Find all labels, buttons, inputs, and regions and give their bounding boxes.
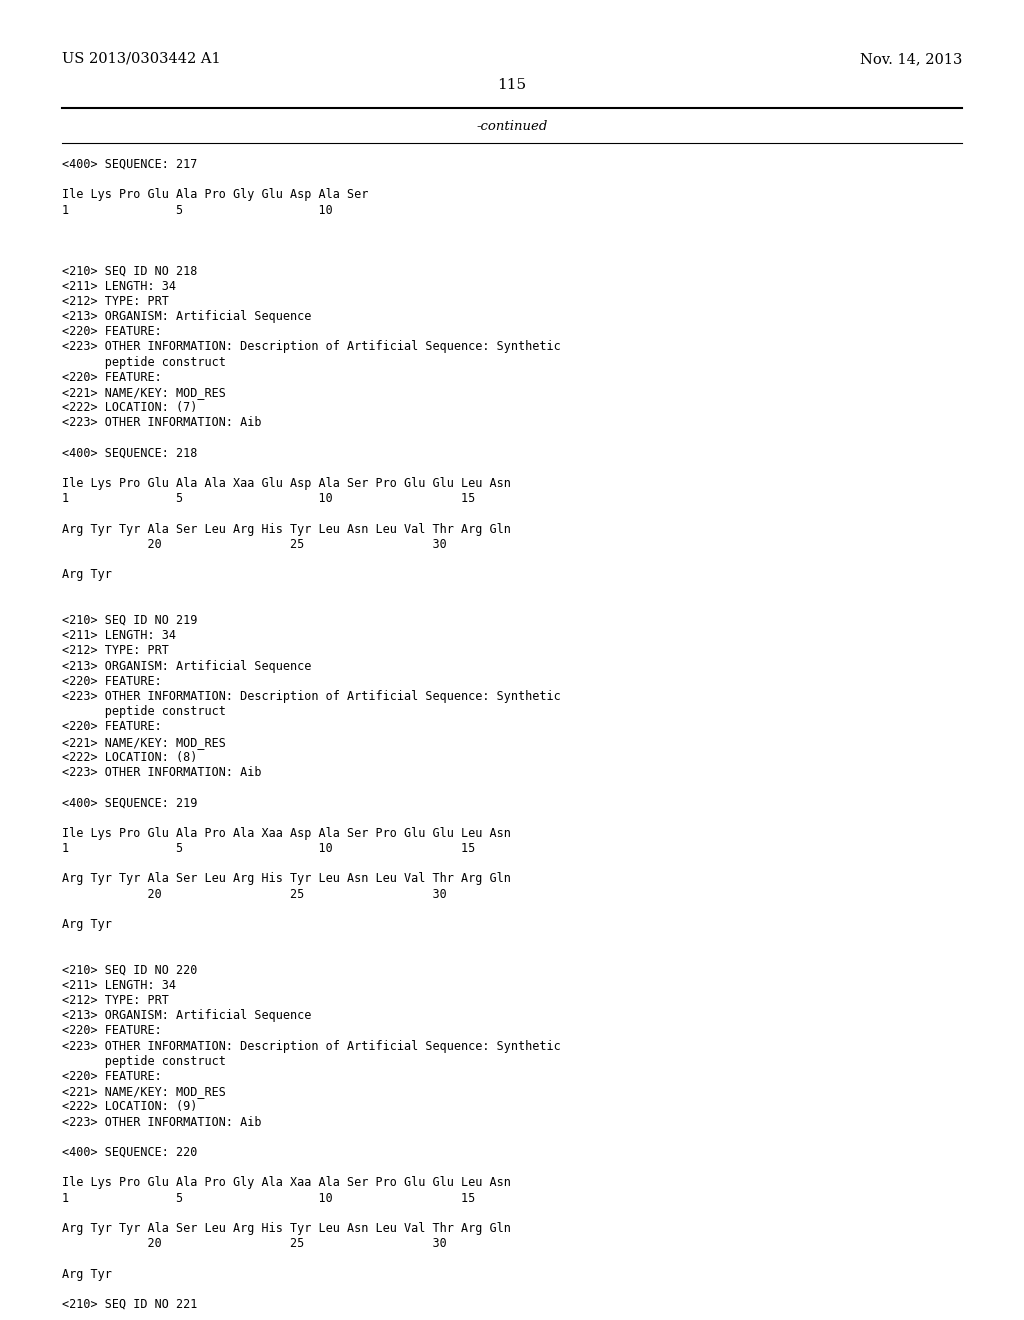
Text: 1               5                   10                  15: 1 5 10 15 — [62, 1192, 475, 1205]
Text: <400> SEQUENCE: 218: <400> SEQUENCE: 218 — [62, 446, 198, 459]
Text: -continued: -continued — [476, 120, 548, 133]
Text: <212> TYPE: PRT: <212> TYPE: PRT — [62, 994, 169, 1007]
Text: <222> LOCATION: (7): <222> LOCATION: (7) — [62, 401, 198, 414]
Text: <210> SEQ ID NO 220: <210> SEQ ID NO 220 — [62, 964, 198, 977]
Text: <222> LOCATION: (8): <222> LOCATION: (8) — [62, 751, 198, 764]
Text: <400> SEQUENCE: 220: <400> SEQUENCE: 220 — [62, 1146, 198, 1159]
Text: Arg Tyr: Arg Tyr — [62, 569, 112, 581]
Text: 115: 115 — [498, 78, 526, 92]
Text: <213> ORGANISM: Artificial Sequence: <213> ORGANISM: Artificial Sequence — [62, 660, 311, 673]
Text: Nov. 14, 2013: Nov. 14, 2013 — [859, 51, 962, 66]
Text: 20                  25                  30: 20 25 30 — [62, 887, 446, 900]
Text: 1               5                   10                  15: 1 5 10 15 — [62, 492, 475, 506]
Text: <400> SEQUENCE: 217: <400> SEQUENCE: 217 — [62, 158, 198, 172]
Text: Ile Lys Pro Glu Ala Ala Xaa Glu Asp Ala Ser Pro Glu Glu Leu Asn: Ile Lys Pro Glu Ala Ala Xaa Glu Asp Ala … — [62, 478, 511, 490]
Text: peptide construct: peptide construct — [62, 355, 226, 368]
Text: <220> FEATURE:: <220> FEATURE: — [62, 1071, 162, 1082]
Text: <211> LENGTH: 34: <211> LENGTH: 34 — [62, 630, 176, 643]
Text: <223> OTHER INFORMATION: Aib: <223> OTHER INFORMATION: Aib — [62, 766, 261, 779]
Text: <220> FEATURE:: <220> FEATURE: — [62, 371, 162, 384]
Text: Arg Tyr: Arg Tyr — [62, 917, 112, 931]
Text: 20                  25                  30: 20 25 30 — [62, 539, 446, 550]
Text: <212> TYPE: PRT: <212> TYPE: PRT — [62, 294, 169, 308]
Text: <223> OTHER INFORMATION: Description of Artificial Sequence: Synthetic: <223> OTHER INFORMATION: Description of … — [62, 1040, 561, 1052]
Text: <220> FEATURE:: <220> FEATURE: — [62, 1024, 162, 1038]
Text: <210> SEQ ID NO 219: <210> SEQ ID NO 219 — [62, 614, 198, 627]
Text: peptide construct: peptide construct — [62, 705, 226, 718]
Text: Ile Lys Pro Glu Ala Pro Gly Glu Asp Ala Ser: Ile Lys Pro Glu Ala Pro Gly Glu Asp Ala … — [62, 189, 369, 202]
Text: <220> FEATURE:: <220> FEATURE: — [62, 325, 162, 338]
Text: <210> SEQ ID NO 218: <210> SEQ ID NO 218 — [62, 264, 198, 277]
Text: 20                  25                  30: 20 25 30 — [62, 1237, 446, 1250]
Text: <211> LENGTH: 34: <211> LENGTH: 34 — [62, 979, 176, 991]
Text: Ile Lys Pro Glu Ala Pro Gly Ala Xaa Ala Ser Pro Glu Glu Leu Asn: Ile Lys Pro Glu Ala Pro Gly Ala Xaa Ala … — [62, 1176, 511, 1189]
Text: <400> SEQUENCE: 219: <400> SEQUENCE: 219 — [62, 796, 198, 809]
Text: <221> NAME/KEY: MOD_RES: <221> NAME/KEY: MOD_RES — [62, 385, 226, 399]
Text: 1               5                   10: 1 5 10 — [62, 203, 333, 216]
Text: Arg Tyr: Arg Tyr — [62, 1267, 112, 1280]
Text: <223> OTHER INFORMATION: Aib: <223> OTHER INFORMATION: Aib — [62, 416, 261, 429]
Text: <221> NAME/KEY: MOD_RES: <221> NAME/KEY: MOD_RES — [62, 1085, 226, 1098]
Text: <220> FEATURE:: <220> FEATURE: — [62, 675, 162, 688]
Text: <210> SEQ ID NO 221: <210> SEQ ID NO 221 — [62, 1298, 198, 1311]
Text: Arg Tyr Tyr Ala Ser Leu Arg His Tyr Leu Asn Leu Val Thr Arg Gln: Arg Tyr Tyr Ala Ser Leu Arg His Tyr Leu … — [62, 873, 511, 886]
Text: 1               5                   10                  15: 1 5 10 15 — [62, 842, 475, 855]
Text: <211> LENGTH: 34: <211> LENGTH: 34 — [62, 280, 176, 293]
Text: <221> NAME/KEY: MOD_RES: <221> NAME/KEY: MOD_RES — [62, 735, 226, 748]
Text: Ile Lys Pro Glu Ala Pro Ala Xaa Asp Ala Ser Pro Glu Glu Leu Asn: Ile Lys Pro Glu Ala Pro Ala Xaa Asp Ala … — [62, 826, 511, 840]
Text: <222> LOCATION: (9): <222> LOCATION: (9) — [62, 1101, 198, 1113]
Text: <213> ORGANISM: Artificial Sequence: <213> ORGANISM: Artificial Sequence — [62, 310, 311, 323]
Text: <212> TYPE: PRT: <212> TYPE: PRT — [62, 644, 169, 657]
Text: <223> OTHER INFORMATION: Description of Artificial Sequence: Synthetic: <223> OTHER INFORMATION: Description of … — [62, 341, 561, 354]
Text: peptide construct: peptide construct — [62, 1055, 226, 1068]
Text: Arg Tyr Tyr Ala Ser Leu Arg His Tyr Leu Asn Leu Val Thr Arg Gln: Arg Tyr Tyr Ala Ser Leu Arg His Tyr Leu … — [62, 523, 511, 536]
Text: <213> ORGANISM: Artificial Sequence: <213> ORGANISM: Artificial Sequence — [62, 1010, 311, 1022]
Text: US 2013/0303442 A1: US 2013/0303442 A1 — [62, 51, 220, 66]
Text: <223> OTHER INFORMATION: Description of Artificial Sequence: Synthetic: <223> OTHER INFORMATION: Description of … — [62, 690, 561, 704]
Text: <223> OTHER INFORMATION: Aib: <223> OTHER INFORMATION: Aib — [62, 1115, 261, 1129]
Text: <220> FEATURE:: <220> FEATURE: — [62, 721, 162, 734]
Text: Arg Tyr Tyr Ala Ser Leu Arg His Tyr Leu Asn Leu Val Thr Arg Gln: Arg Tyr Tyr Ala Ser Leu Arg His Tyr Leu … — [62, 1222, 511, 1236]
